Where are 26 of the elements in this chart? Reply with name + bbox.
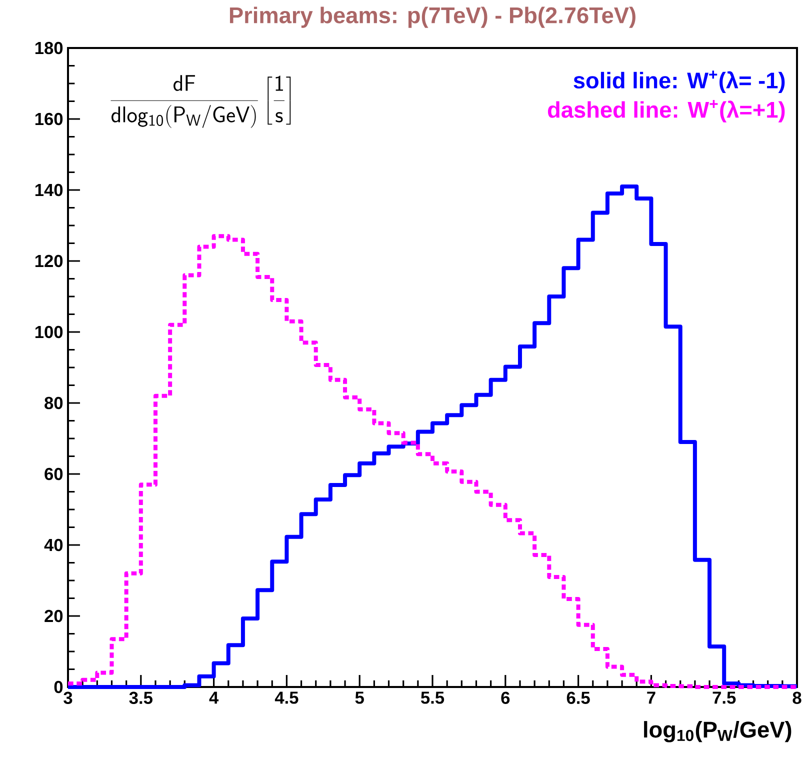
y-tick-label: 40 [44,538,63,552]
y-tick-label: 100 [35,326,63,338]
x-axis-title: log$_{10}$(P$_{W}$/GeV) [644,721,792,742]
y-axis-title: $\frac{\mathsf{dF}}{\mathsf{dlog_{10}(P_{W}/GeV)}}\left[\frac{\mathsf{1}}{\mathsf{s}}\right]$ [110,75,291,128]
y-tick-label: 120 [35,254,63,268]
x-tick-label: 4.5 [274,692,298,704]
x-tick-label: 8 [792,692,802,704]
x-tick-label: 4 [209,692,219,704]
y-tick-label: 60 [44,468,63,480]
x-tick-label: 3 [64,692,72,704]
y-tick-label: 140 [35,184,63,196]
text: dashed line: W$^{+}$(λ=+1) [548,100,785,122]
y-tick-label: 80 [44,396,63,410]
x-tick-label: 6.5 [566,692,590,704]
y-tick-label: 0 [54,680,63,694]
x-tick-label: 6 [501,692,510,704]
x-tick-label: 3.5 [129,692,152,704]
y-tick-label: 20 [44,610,63,622]
y-tick-label: 160 [35,112,63,126]
x-tick-label: 7.5 [712,692,736,704]
x-tick-label: 5 [355,692,364,704]
y-tick-label: 180 [35,42,63,54]
text: solid line: W$^{+}$(λ= -1) [574,70,785,94]
chart-title: Primary beams: p(7TeV) - Pb(2.76TeV) [230,6,636,28]
x-tick-label: 5.5 [421,692,444,704]
x-tick-label: 7 [647,692,656,704]
